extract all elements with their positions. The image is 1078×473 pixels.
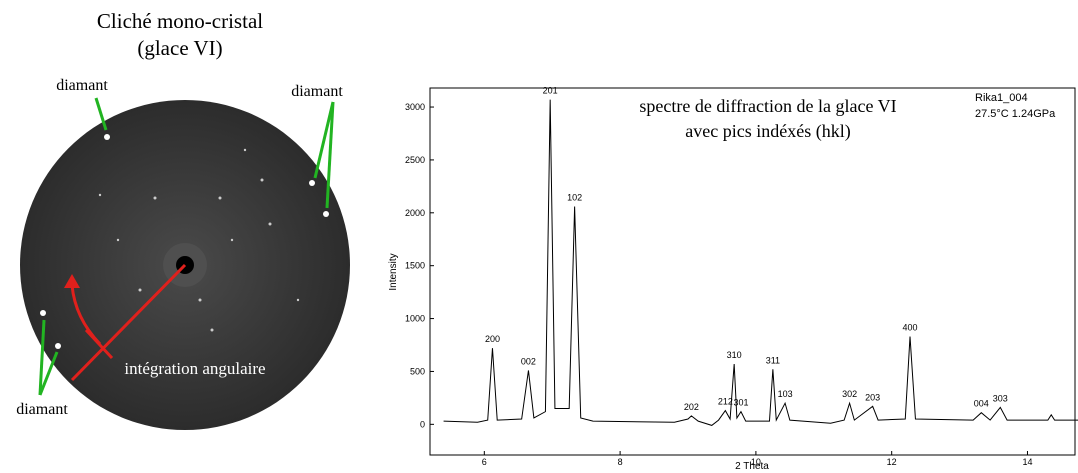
sample-label: Rika1_004 (975, 92, 1028, 104)
diamond-label: diamant (16, 401, 68, 418)
spectrum-line (443, 99, 1078, 426)
peak-label: 310 (727, 350, 742, 360)
diamond-spots (40, 134, 329, 349)
peak-label: 102 (567, 192, 582, 202)
diamond-label: diamant (291, 83, 343, 100)
peak-label: 302 (842, 389, 857, 399)
sample-label: 27.5°C 1.24GPa (975, 108, 1056, 120)
x-tick-label: 14 (1022, 457, 1032, 467)
spots (98, 148, 300, 332)
y-tick-label: 1500 (405, 261, 425, 271)
chart-title: avec pics indéxés (hkl) (685, 121, 850, 142)
peak-label: 002 (521, 356, 536, 366)
peak-label: 203 (865, 392, 880, 402)
y-tick-label: 2500 (405, 155, 425, 165)
chart-title: spectre de diffraction de la glace VI (639, 96, 896, 116)
peak-label: 202 (684, 402, 699, 412)
integration-label: intégration angulaire (124, 359, 265, 378)
peak-label: 400 (903, 323, 918, 333)
y-tick-label: 3000 (405, 102, 425, 112)
peak-label: 103 (778, 389, 793, 399)
x-tick-label: 10 (751, 457, 761, 467)
integration-marker (70, 263, 187, 382)
y-tick-label: 500 (410, 366, 425, 376)
diamond-pointers (38, 97, 335, 396)
y-tick-label: 2000 (405, 208, 425, 218)
x-tick-label: 12 (887, 457, 897, 467)
chart: spectre de diffraction de la glace VI av… (388, 87, 1076, 472)
y-tick-label: 1000 (405, 314, 425, 324)
arrow-head (64, 274, 80, 288)
x-tick-label: 6 (482, 457, 487, 467)
peak-label: 200 (485, 334, 500, 344)
panel-title: (glace VI) (137, 36, 222, 60)
x-axis-label: 2 Theta (735, 461, 769, 472)
peak-label: 311 (766, 355, 780, 365)
panel-title: Cliché mono-cristal (97, 9, 263, 33)
peak-label: 303 (993, 393, 1008, 403)
peak-label: 301 (733, 398, 748, 408)
peak-label: 201 (543, 86, 558, 96)
peak-label: 212 (718, 397, 733, 407)
x-tick-label: 8 (618, 457, 623, 467)
detector-panel: Cliché mono-cristal (glace VI) diamant d… (16, 9, 350, 430)
diamond-label: diamant (56, 77, 108, 94)
y-axis-label: Intensity (388, 253, 399, 290)
plot-frame (429, 87, 1076, 456)
y-tick-label: 0 (420, 419, 425, 429)
peak-label: 004 (974, 399, 989, 409)
